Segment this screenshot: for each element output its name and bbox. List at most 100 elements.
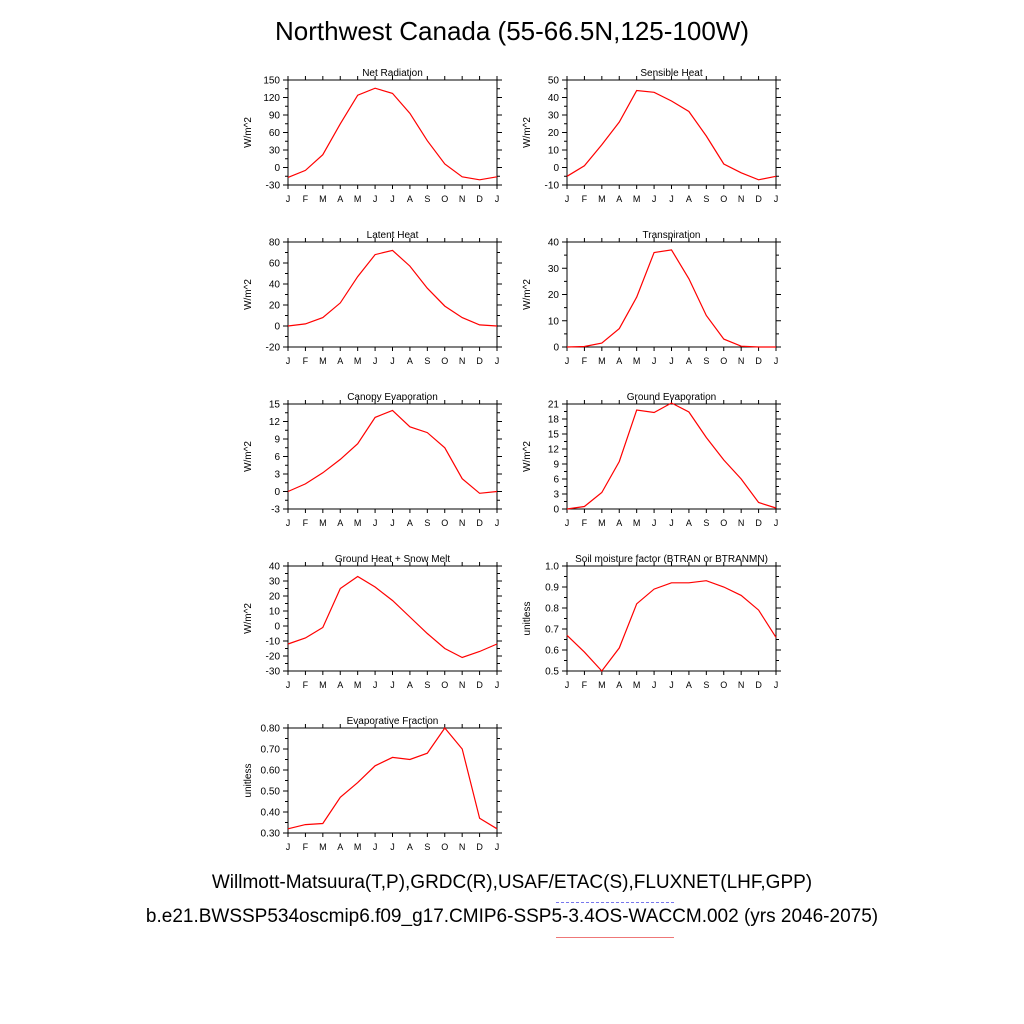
y-axis-label: W/m^2 — [243, 279, 254, 310]
x-tick-label: D — [755, 356, 762, 366]
x-tick-label: S — [703, 518, 709, 528]
y-tick-label: 12 — [548, 445, 560, 456]
x-tick-label: O — [441, 842, 448, 852]
y-axis-label: W/m^2 — [522, 441, 533, 472]
x-tick-label: N — [738, 680, 745, 690]
x-tick-label: A — [337, 194, 343, 204]
x-tick-label: F — [303, 680, 309, 690]
x-tick-label: N — [459, 194, 466, 204]
x-tick-label: J — [774, 680, 779, 690]
y-tick-label: 0 — [274, 163, 280, 174]
y-tick-label: 0.7 — [545, 625, 559, 636]
x-tick-label: J — [774, 194, 779, 204]
plot-frame — [287, 79, 498, 186]
x-tick-label: A — [686, 194, 692, 204]
y-tick-label: 30 — [269, 577, 281, 588]
x-tick-label: F — [582, 356, 588, 366]
y-tick-label: 20 — [269, 301, 281, 312]
y-axis-label: unitless — [243, 764, 254, 798]
x-tick-label: D — [755, 194, 762, 204]
y-tick-label: 6 — [553, 475, 559, 486]
y-tick-label: 9 — [274, 435, 280, 446]
y-tick-label: 21 — [548, 400, 560, 411]
x-tick-label: O — [441, 194, 448, 204]
chart-title: Ground Heat + Snow Melt — [335, 554, 451, 565]
x-tick-label: A — [616, 518, 622, 528]
y-axis-label: unitless — [522, 602, 533, 636]
y-tick-label: -30 — [266, 667, 281, 678]
x-tick-label: A — [407, 356, 413, 366]
x-tick-label: M — [319, 194, 327, 204]
y-tick-label: -30 — [266, 181, 281, 192]
x-tick-label: A — [337, 842, 343, 852]
x-tick-label: O — [441, 518, 448, 528]
y-tick-label: 0.50 — [261, 787, 281, 798]
y-tick-label: -20 — [266, 343, 281, 354]
series-line — [566, 89, 777, 181]
chart-panel: Evaporative Fraction unitless 0.30 0.40 0.50… — [243, 716, 502, 852]
x-tick-label: J — [652, 518, 657, 528]
y-tick-label: 0.30 — [261, 829, 281, 840]
x-tick-label: A — [616, 680, 622, 690]
y-tick-label: 0 — [274, 622, 280, 633]
x-tick-label: F — [582, 194, 588, 204]
x-tick-label: A — [407, 194, 413, 204]
plot-frame — [287, 565, 498, 672]
x-tick-label: M — [354, 518, 362, 528]
y-tick-label: 0.60 — [261, 766, 281, 777]
y-tick-label: -3 — [271, 505, 280, 516]
x-tick-label: J — [495, 356, 500, 366]
x-tick-label: M — [354, 680, 362, 690]
chart-title: Latent Heat — [367, 230, 419, 241]
y-tick-label: 0.80 — [261, 724, 281, 735]
y-tick-label: 80 — [269, 238, 281, 249]
x-tick-label: J — [565, 680, 570, 690]
series-line — [566, 580, 777, 672]
x-tick-label: M — [354, 194, 362, 204]
x-tick-label: F — [582, 680, 588, 690]
y-tick-label: 10 — [548, 316, 560, 327]
y-tick-label: -20 — [266, 652, 281, 663]
y-tick-label: 30 — [269, 146, 281, 157]
y-tick-label: 0.70 — [261, 745, 281, 756]
x-tick-label: D — [476, 842, 483, 852]
x-tick-label: N — [459, 356, 466, 366]
y-tick-label: 20 — [269, 592, 281, 603]
y-tick-label: 0.5 — [545, 667, 559, 678]
x-tick-label: M — [354, 356, 362, 366]
x-tick-label: S — [424, 356, 430, 366]
chart-title: Ground Evaporation — [627, 392, 717, 403]
x-tick-label: J — [373, 356, 378, 366]
data-sources-caption: Willmott-Matsuura(T,P),GRDC(R),USAF/ETAC… — [211, 872, 813, 893]
y-tick-label: 0 — [274, 487, 280, 498]
y-tick-label: 0 — [553, 163, 559, 174]
x-tick-label: M — [354, 842, 362, 852]
series-line — [287, 249, 498, 327]
x-tick-label: D — [755, 680, 762, 690]
series-line — [287, 409, 498, 494]
x-tick-label: N — [738, 356, 745, 366]
chart-title: Evaporative Fraction — [347, 716, 439, 727]
y-tick-label: 3 — [274, 470, 280, 481]
x-tick-label: S — [703, 680, 709, 690]
x-tick-label: A — [616, 356, 622, 366]
y-tick-label: 6 — [274, 452, 280, 463]
x-tick-label: M — [598, 680, 606, 690]
x-tick-label: A — [407, 680, 413, 690]
x-tick-label: F — [303, 356, 309, 366]
x-tick-label: F — [303, 842, 309, 852]
x-tick-label: J — [373, 680, 378, 690]
y-axis-label: W/m^2 — [243, 117, 254, 148]
case-name-caption: b.e21.BWSSP534oscmip6.f09_g17.CMIP6-SSP5… — [145, 906, 879, 927]
x-tick-label: J — [774, 356, 779, 366]
plot-frame — [287, 403, 498, 510]
x-tick-label: M — [633, 194, 641, 204]
y-tick-label: 150 — [263, 76, 280, 87]
y-tick-label: 9 — [553, 460, 559, 471]
plot-frame — [566, 79, 777, 186]
x-tick-label: N — [459, 518, 466, 528]
y-tick-label: 30 — [548, 264, 560, 275]
y-tick-label: 20 — [548, 290, 560, 301]
